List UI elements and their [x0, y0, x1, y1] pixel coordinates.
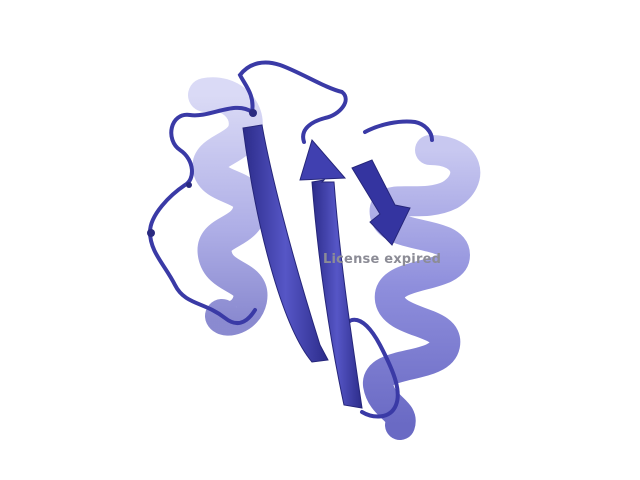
beta-strand-left: [242, 124, 329, 363]
license-watermark: License expired: [323, 252, 442, 267]
beta-strand-middle: [299, 138, 363, 409]
beta-strand-arrow-right: [351, 159, 411, 246]
helix-right: [363, 135, 481, 440]
loop-atoms: [147, 109, 257, 237]
